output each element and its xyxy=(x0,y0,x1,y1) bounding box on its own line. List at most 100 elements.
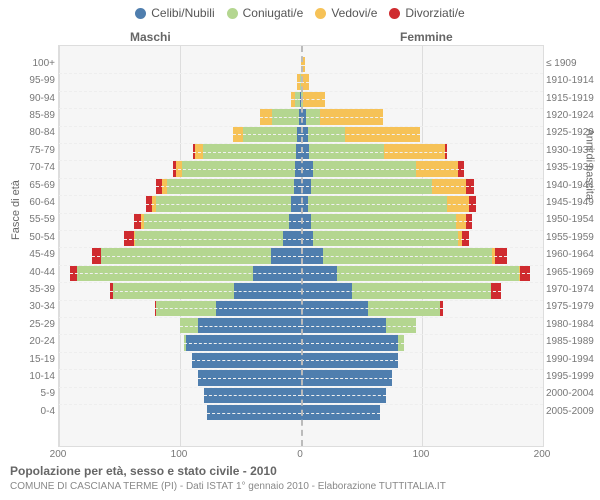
birth-year-label: 1925-1929 xyxy=(546,127,600,138)
bar-segment-male xyxy=(291,92,295,107)
bar-segment-female xyxy=(458,161,464,176)
bar-segment-male xyxy=(204,388,301,403)
bar-segment-female xyxy=(303,92,325,107)
bar-segment-female xyxy=(462,231,469,246)
legend-swatch xyxy=(389,8,400,19)
bar-segment-female xyxy=(495,248,507,263)
bar-segment-male xyxy=(173,161,177,176)
bar-segment-female xyxy=(520,266,530,281)
gridline xyxy=(543,46,544,446)
bar-segment-female xyxy=(301,388,386,403)
legend-label: Celibi/Nubili xyxy=(151,6,214,20)
bar-segment-male xyxy=(180,318,198,333)
population-pyramid-chart: Celibi/NubiliConiugati/eVedovi/eDivorzia… xyxy=(0,0,600,500)
age-label: 55-59 xyxy=(0,214,55,225)
bar-segment-male xyxy=(162,179,167,194)
legend-swatch xyxy=(227,8,238,19)
bar-segment-male xyxy=(156,301,217,316)
bar-segment-female xyxy=(384,144,445,159)
age-label: 80-84 xyxy=(0,127,55,138)
bar-segment-male xyxy=(134,231,135,246)
bar-segment-female xyxy=(306,109,321,124)
bar-segment-female xyxy=(456,214,466,229)
bar-segment-male xyxy=(182,161,295,176)
legend-item: Celibi/Nubili xyxy=(135,6,214,20)
bar-segment-male xyxy=(141,214,143,229)
age-label: 45-49 xyxy=(0,249,55,260)
birth-year-label: 1980-1984 xyxy=(546,319,600,330)
x-tick-label: 100 xyxy=(413,449,430,460)
bar-segment-female xyxy=(309,144,384,159)
bar-segment-male xyxy=(77,266,252,281)
bar-segment-male xyxy=(146,196,152,211)
bar-segment-female xyxy=(308,127,344,142)
bar-segment-male xyxy=(110,283,114,298)
bar-segment-female xyxy=(398,335,404,350)
bar-segment-male xyxy=(113,283,234,298)
bar-segment-male xyxy=(291,196,301,211)
bar-segment-male xyxy=(156,179,162,194)
header-male: Maschi xyxy=(130,30,171,44)
birth-year-label: 1960-1964 xyxy=(546,249,600,260)
bar-segment-male xyxy=(192,353,301,368)
bar-segment-female xyxy=(301,283,352,298)
legend-label: Coniugati/e xyxy=(243,6,304,20)
bar-segment-female xyxy=(313,161,416,176)
bar-segment-male xyxy=(216,301,301,316)
age-label: 50-54 xyxy=(0,232,55,243)
bar-segment-male xyxy=(260,109,272,124)
legend: Celibi/NubiliConiugati/eVedovi/eDivorzia… xyxy=(0,6,600,22)
bar-segment-female xyxy=(491,283,501,298)
bar-segment-female xyxy=(301,248,323,263)
bar-segment-female xyxy=(440,301,442,316)
age-label: 70-74 xyxy=(0,162,55,173)
x-tick-label: 100 xyxy=(171,449,188,460)
bar-segment-female xyxy=(337,266,519,281)
center-axis xyxy=(301,46,303,446)
birth-year-label: ≤ 1909 xyxy=(546,58,600,69)
birth-year-label: 1970-1974 xyxy=(546,284,600,295)
bar-segment-male xyxy=(184,335,186,350)
bar-segment-female xyxy=(320,109,383,124)
age-label: 65-69 xyxy=(0,180,55,191)
bar-segment-male xyxy=(289,214,301,229)
age-label: 10-14 xyxy=(0,371,55,382)
age-label: 35-39 xyxy=(0,284,55,295)
bar-segment-female xyxy=(301,370,392,385)
legend-label: Divorziati/e xyxy=(405,6,464,20)
bar-segment-female xyxy=(301,405,380,420)
bar-segment-male xyxy=(272,109,299,124)
bar-segment-male xyxy=(176,161,182,176)
birth-year-label: 1920-1924 xyxy=(546,110,600,121)
birth-year-label: 1945-1949 xyxy=(546,197,600,208)
birth-year-label: 2000-2004 xyxy=(546,388,600,399)
bar-segment-female xyxy=(301,353,398,368)
bar-segment-male xyxy=(198,370,301,385)
bar-segment-male xyxy=(195,144,203,159)
bar-segment-male xyxy=(155,301,156,316)
x-tick-label: 200 xyxy=(534,449,551,460)
bar-segment-female xyxy=(469,196,476,211)
bar-segment-male xyxy=(234,283,301,298)
age-label: 75-79 xyxy=(0,145,55,156)
age-label: 40-44 xyxy=(0,267,55,278)
bar-segment-female xyxy=(301,318,386,333)
birth-year-label: 1985-1989 xyxy=(546,336,600,347)
birth-year-label: 1995-1999 xyxy=(546,371,600,382)
bar-segment-female xyxy=(466,179,474,194)
bar-segment-male xyxy=(193,144,194,159)
bar-segment-female xyxy=(352,283,491,298)
legend-swatch xyxy=(135,8,146,19)
age-label: 95-99 xyxy=(0,75,55,86)
bar-segment-female xyxy=(311,214,456,229)
age-label: 85-89 xyxy=(0,110,55,121)
bar-segment-male xyxy=(124,231,134,246)
legend-swatch xyxy=(315,8,326,19)
x-tick-label: 0 xyxy=(297,449,303,460)
bar-segment-male xyxy=(253,266,301,281)
bar-segment-female xyxy=(301,301,368,316)
bar-segment-female xyxy=(368,301,441,316)
bar-segment-male xyxy=(198,318,301,333)
birth-year-label: 1965-1969 xyxy=(546,267,600,278)
bar-segment-male xyxy=(271,248,301,263)
